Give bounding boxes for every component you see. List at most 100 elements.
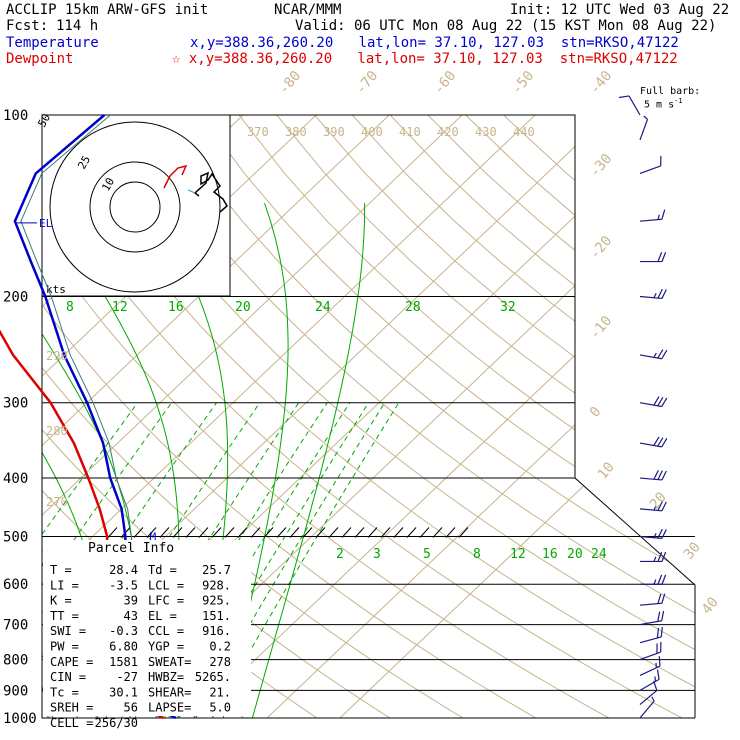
mixing-ratio-label: 28	[405, 300, 421, 315]
wind-barb-flag	[660, 626, 663, 638]
wind-barb-flag	[661, 252, 667, 262]
isotherm-label: -80	[276, 68, 305, 98]
isotherm-label: -30	[587, 151, 616, 181]
dry-adiabat-line	[42, 115, 610, 718]
hodograph-ring	[89, 161, 181, 253]
parcel-info-cell: CAPE =	[50, 655, 93, 669]
wind-barb-flag	[657, 611, 661, 622]
parcel-info-cell: 0.2	[209, 640, 231, 654]
freezing-level-hatch	[354, 527, 365, 538]
freezing-level-hatch	[237, 527, 248, 538]
wind-barb-flag	[661, 349, 668, 360]
wind-barb-staff	[639, 602, 662, 606]
barb-key-unit: 5 m s-1	[644, 96, 683, 110]
dry-adiabat-label: 420	[437, 125, 459, 139]
pressure-tick-label: 300	[3, 396, 28, 412]
isotherm-label: -20	[587, 233, 616, 263]
barb-key-title: Full barb:	[640, 86, 701, 97]
parcel-info-cell: LI =	[50, 578, 79, 592]
dry-adiabat-label: 370	[247, 125, 269, 139]
wind-barb-staff	[639, 689, 658, 706]
wind-barb-staff	[639, 665, 661, 676]
wind-barb-flag	[661, 397, 668, 407]
wind-barb-flag	[653, 470, 659, 480]
freezing-level-hatch	[263, 527, 274, 538]
isotherm-label: 10	[595, 459, 618, 482]
dry-adiabat-line	[427, 115, 695, 718]
wind-barb-flag	[661, 501, 667, 512]
storm-motion-vector	[187, 189, 196, 194]
hodograph: 10 25 50 kts	[35, 112, 231, 297]
parcel-info-cell: 6.80	[109, 640, 138, 654]
pressure-tick-label: 1000	[3, 711, 37, 727]
wind-barb-flag	[653, 579, 657, 585]
isotherm-label: -60	[431, 68, 460, 98]
wind-barb-flag	[653, 556, 657, 562]
dry-adiabat-label: 400	[361, 125, 383, 139]
pressure-tick-label: 400	[3, 471, 28, 487]
wind-barb-staff	[639, 700, 655, 719]
wind-barb	[639, 470, 667, 481]
dewpoint-legend: Dewpoint	[6, 51, 74, 67]
wind-barb	[639, 626, 663, 644]
wind-barb-flag	[657, 252, 663, 262]
parcel-info-cell: 925.	[202, 594, 231, 608]
dry-adiabat-line	[87, 115, 695, 718]
parcel-info-cell: LCL =	[148, 578, 184, 592]
isotherm-label: 40	[699, 594, 722, 617]
wind-barb	[639, 349, 668, 360]
wind-barb	[639, 642, 662, 661]
wind-barb-flag	[657, 349, 664, 359]
wind-barb-flag	[651, 696, 655, 702]
parcel-info-cell: CCL =	[148, 624, 184, 638]
wind-barb-flag	[657, 288, 663, 299]
wind-barb	[639, 593, 666, 606]
wind-barb-flag	[653, 292, 657, 299]
frame-left-bottom	[41, 115, 695, 719]
parcel-info-cell: 39	[124, 594, 138, 608]
wind-barb-flag	[661, 574, 667, 585]
wind-barb-flag	[661, 551, 667, 562]
isotherm-label: -10	[587, 313, 616, 343]
wind-barb-flag	[656, 627, 660, 639]
wind-barb	[639, 656, 661, 676]
parcel-info-cell: 278	[209, 655, 231, 669]
fcst-label: Fcst:	[6, 18, 49, 34]
parcel-info-cell: Td =	[148, 563, 177, 577]
dry-adiabat-line	[42, 115, 537, 718]
wind-barb-flag	[653, 532, 657, 538]
wind-barb-flag	[657, 437, 664, 447]
parcel-info-cell: 928.	[202, 578, 231, 592]
freezing-level-hatch	[406, 527, 417, 538]
parcel-info-background	[43, 540, 251, 716]
wind-barb-flag	[661, 470, 667, 481]
freezing-level-hatch	[185, 527, 196, 538]
pressure-tick-label: 900	[3, 683, 28, 699]
hodograph-ring	[49, 121, 221, 293]
isotherm-label: -50	[509, 68, 538, 98]
wind-barb	[639, 528, 667, 539]
dry-adiabat-line	[314, 115, 695, 718]
wind-barb-flag	[661, 610, 665, 621]
mixing-ratio-label: 8	[473, 547, 481, 562]
wind-barb-flag	[657, 528, 663, 539]
freezing-level-hatch	[393, 527, 404, 538]
isotherm-label: -40	[587, 68, 616, 98]
wind-barb	[639, 696, 655, 719]
wind-barb-flag	[657, 470, 663, 480]
dry-adiabat-line	[276, 115, 695, 718]
parcel-info-cell: EL =	[148, 609, 177, 623]
init-time: Init: 12 UTC Wed 03 Aug 22	[510, 2, 730, 18]
mixing-ratio-label: 20	[567, 547, 583, 562]
wind-barb-flag	[657, 593, 662, 604]
parcel-info-title: Parcel Info	[88, 541, 174, 556]
freezing-level-hatch	[445, 527, 456, 538]
dry-adiabat-side-label: 280	[46, 424, 68, 438]
mixing-ratio-line	[42, 402, 173, 718]
wind-barb-flag	[657, 551, 663, 562]
temperature-info: x,y=388.36,260.20 lat,lon= 37.10, 127.03…	[190, 35, 679, 51]
parcel-info-cell: 43	[124, 609, 138, 623]
wind-barb-staff	[639, 218, 662, 222]
mixing-ratio-label: 3	[373, 547, 381, 562]
